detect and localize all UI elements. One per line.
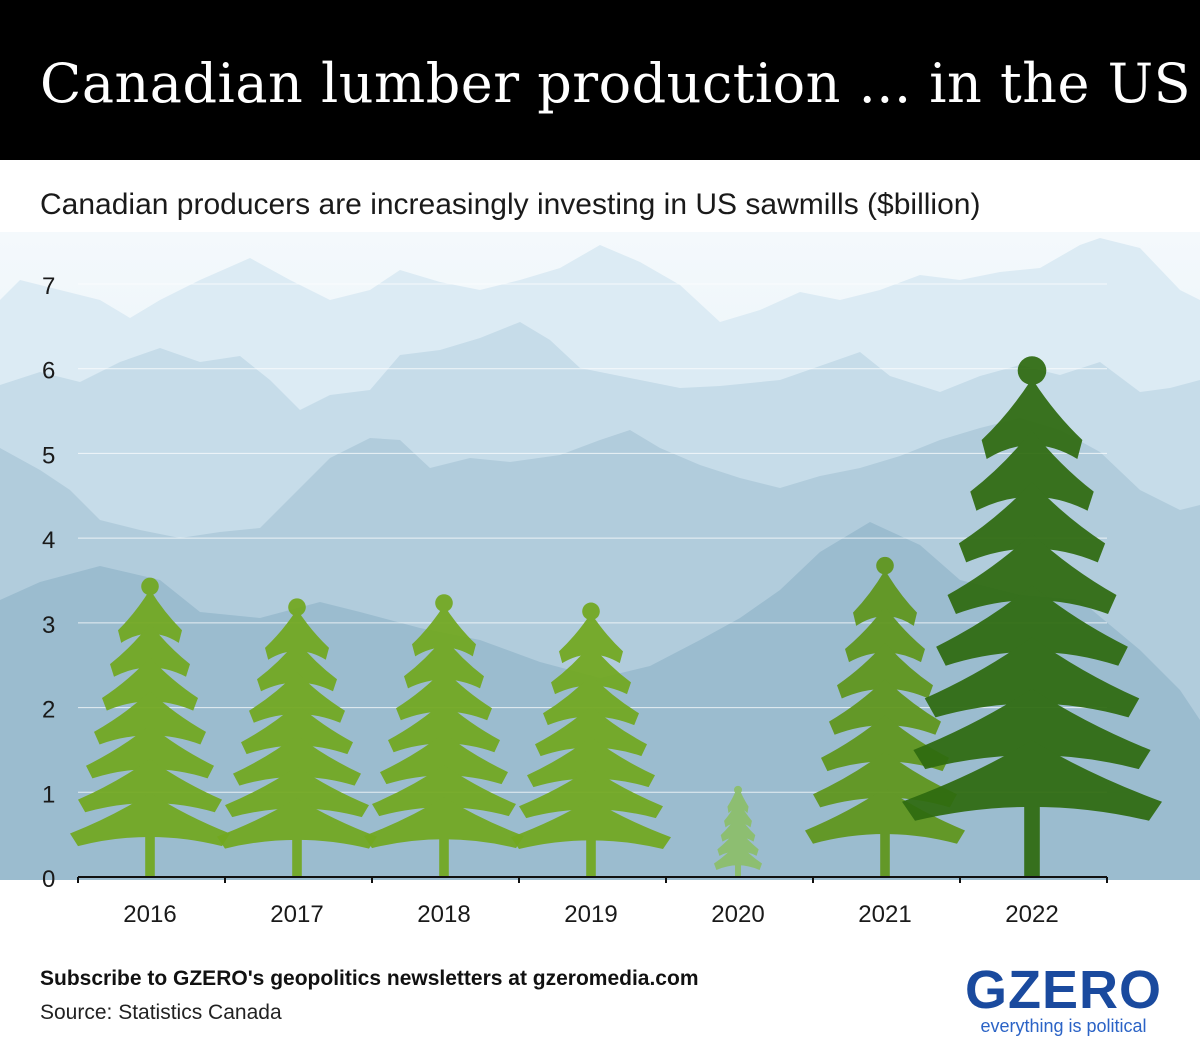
tree-branch-tier: [110, 623, 190, 677]
tree-branch-tier: [720, 814, 756, 842]
source-note: Source: Statistics Canada: [40, 1001, 282, 1024]
tree-branch-tier: [380, 733, 508, 785]
tree-branch-tier: [527, 737, 655, 788]
tree-branch-tier: [551, 644, 631, 695]
tree-branch-tier: [265, 609, 329, 660]
tree-branch-tier: [388, 701, 500, 753]
tree-bar-2022: [902, 356, 1162, 877]
x-tick-label: 2020: [711, 901, 764, 928]
tree-branch-tier: [257, 640, 337, 692]
tree-branch-tier: [958, 481, 1106, 563]
logo-tagline: everything is political: [980, 1016, 1147, 1036]
y-tick-label: 5: [42, 442, 55, 469]
tree-branch-tier: [396, 669, 492, 721]
tree-top: [582, 602, 600, 621]
tree-branch-tier: [714, 842, 762, 871]
tree-branch-tier: [805, 787, 965, 844]
y-tick-label: 6: [42, 358, 55, 385]
subscribe-note: Subscribe to GZERO's geopolitics newslet…: [40, 967, 699, 990]
tree-branch-tier: [837, 642, 933, 699]
tree-branch-tier: [412, 605, 476, 657]
y-tick-label: 7: [42, 273, 55, 300]
tree-top: [876, 556, 894, 575]
tree-branch-tier: [970, 430, 1094, 511]
tree-branch-tier: [902, 740, 1162, 821]
y-axis-ticks: 0 1 2 3 4 5 6 7: [42, 273, 55, 893]
tree-branch-tier: [217, 797, 377, 849]
y-tick-label: 0: [42, 866, 55, 893]
tree-branch-tier: [543, 675, 639, 726]
tree-bar-2017: [217, 598, 377, 877]
x-tick-label: 2022: [1005, 901, 1058, 928]
tree-branch-tier: [118, 589, 182, 643]
tree-top: [141, 577, 159, 596]
tree-branch-tier: [102, 657, 198, 711]
tree-branch-tier: [936, 585, 1128, 666]
tree-branch-tier: [535, 706, 647, 757]
tree-branch-tier: [947, 533, 1117, 615]
tree-bar-2018: [364, 594, 524, 877]
tree-branch-tier: [845, 606, 925, 663]
tree-branch-tier: [924, 636, 1140, 718]
tree-branch-tier: [821, 715, 949, 772]
chart-subtitle: Canadian producers are increasingly inve…: [40, 188, 981, 221]
tree-branch-tier: [727, 785, 749, 814]
tree-branch-tier: [241, 703, 353, 755]
tree-branch-tier: [233, 735, 361, 786]
tree-branch-tier: [225, 766, 369, 818]
tree-branch-tier: [981, 378, 1083, 460]
tree-top: [734, 785, 742, 794]
tree-branch-tier: [853, 570, 917, 626]
y-tick-label: 2: [42, 697, 55, 724]
tree-branch-tier: [372, 765, 516, 817]
tree-branch-tier: [511, 799, 671, 850]
tree-bar-2020: [714, 785, 762, 877]
tree-branch-tier: [249, 672, 345, 723]
tree-bar-2016: [70, 577, 230, 877]
tree-branch-tier: [724, 799, 752, 828]
tree-branch-tier: [913, 688, 1151, 770]
x-axis-tick-labels: 2016 2017 2018 2019 2020 2021 2022: [123, 901, 1058, 928]
x-tick-label: 2018: [417, 901, 470, 928]
tree-bars: [70, 356, 1162, 877]
title-bar: [0, 0, 1200, 160]
x-tick-label: 2021: [858, 901, 911, 928]
gzero-logo: GZERO everything is political: [965, 962, 1162, 1037]
chart-title: Canadian lumber production ... in the US: [40, 52, 1192, 115]
tree-branch-tier: [364, 796, 524, 849]
tree-branch-tier: [829, 678, 941, 735]
tree-branch-tier: [813, 751, 957, 808]
tree-top: [288, 598, 306, 616]
tree-branch-tier: [86, 725, 214, 779]
tree-top: [435, 594, 453, 612]
y-tick-label: 3: [42, 612, 55, 639]
x-axis: [77, 876, 1108, 883]
tree-branch-tier: [519, 768, 663, 819]
tree-branch-tier: [78, 759, 222, 813]
tree-branch-tier: [404, 637, 484, 689]
tree-branch-tier: [94, 691, 206, 745]
x-tick-label: 2017: [270, 901, 323, 928]
tree-bar-2021: [805, 556, 965, 877]
y-tick-label: 1: [42, 781, 55, 808]
tree-branch-tier: [717, 828, 759, 856]
x-tick-label: 2019: [564, 901, 617, 928]
tree-bar-2019: [511, 602, 671, 877]
tree-branch-tier: [559, 613, 623, 664]
tree-bar-chart: 0 1 2 3 4 5 6 7 2016 2017 2018 2019 2020 2021 2022: [0, 232, 1200, 928]
x-tick-label: 2016: [123, 901, 176, 928]
y-tick-label: 4: [42, 527, 55, 554]
tree-top: [1017, 356, 1047, 385]
logo-wordmark: GZERO: [964, 960, 1162, 1020]
tree-branch-tier: [70, 792, 230, 847]
